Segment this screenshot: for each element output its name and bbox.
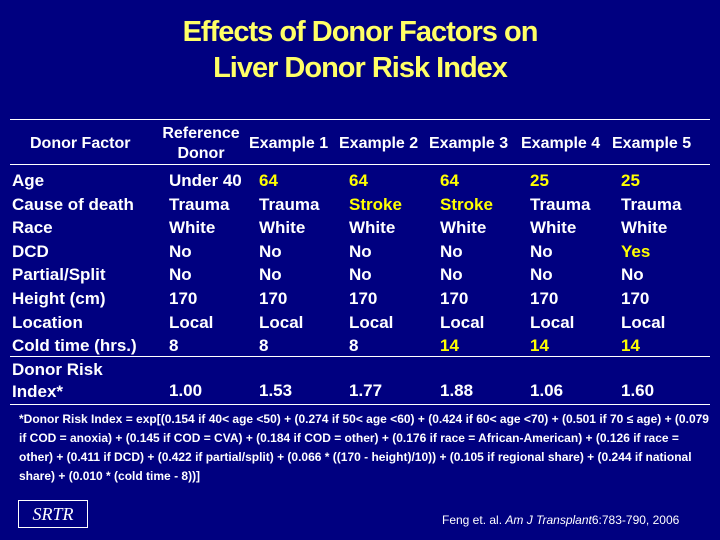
row-label: Height (cm) [12,289,106,308]
slide-title: Effects of Donor Factors on Liver Donor … [0,14,720,86]
risk-index-ref: 1.00 [169,381,203,400]
row-label: Partial/Split [12,265,106,285]
row-example-4: 170 [530,289,559,308]
row-example-2: No [349,265,372,285]
row-label: Location [12,312,83,332]
risk-index-formula: *Donor Risk Index = exp[(0.154 if 40< ag… [19,412,709,483]
row-example-4: No [530,241,553,261]
header-reference-donor: Reference Donor [160,124,242,164]
row-example-1: No [259,241,282,261]
title-line-1: Effects of Donor Factors on [182,16,539,48]
row-example-3: 64 [440,171,459,190]
row-example-4: 25 [530,171,549,190]
row-example-2: No [349,241,372,261]
row-example-5: 170 [621,289,650,308]
row-example-2: White [349,218,396,238]
row-example-5: White [621,218,668,238]
row-example-4: 14 [530,336,549,356]
row-example-5: 14 [621,336,640,356]
header-reference-line2: Donor [177,145,225,162]
header-example-4: Example 4 [521,135,601,152]
header-example-2: Example 2 [339,135,419,152]
row-example-5: Yes [621,241,651,261]
row-example-5: Trauma [621,194,682,214]
header-reference-line1: Reference [162,125,240,142]
title-line-2: Liver Donor Risk Index [213,52,508,84]
row-example-1: Local [259,312,304,332]
row-example-2: Stroke [349,194,402,214]
row-example-4: Trauma [530,194,591,214]
row-reference: Local [169,312,214,332]
row-example-2: 8 [349,336,359,356]
row-label: Cold time (hrs.) [12,336,137,356]
row-reference: 8 [169,336,179,356]
row-example-2: 64 [349,171,368,190]
row-example-3: Local [440,312,485,332]
risk-index-label: Donor Risk Index* [12,359,103,403]
row-label: Race [12,218,53,238]
row-example-1: White [259,218,306,238]
bottom-rule [10,404,710,405]
header-donor-factor: Donor Factor [30,135,131,152]
row-example-3: Stroke [440,194,493,214]
row-example-2: Local [349,312,394,332]
header-example-3: Example 3 [429,135,509,152]
risk-index-ex5: 1.60 [621,381,655,400]
header-example-1: Example 1 [249,135,329,152]
row-reference: No [169,241,192,261]
risk-rule [10,356,710,357]
citation-journal: Am J Transplant [505,513,592,527]
risk-index-label-line2: Index* [12,382,64,401]
header-rule [10,164,710,165]
row-reference: White [169,218,216,238]
row-example-4: Local [530,312,575,332]
citation-authors: Feng et. al. [442,513,503,527]
citation: Feng et. al. Am J Transplant6:783-790, 2… [442,513,679,527]
risk-index-label-line1: Donor Risk [12,360,103,379]
row-example-5: No [621,265,644,285]
row-example-3: 170 [440,289,469,308]
row-reference: Under 40 [169,171,242,190]
risk-index-ex1: 1.53 [259,381,293,400]
row-reference: Trauma [169,194,230,214]
top-rule [10,119,710,120]
row-example-2: 170 [349,289,378,308]
risk-index-ex3: 1.88 [440,381,474,400]
citation-ref: 6:783-790, 2006 [591,513,680,527]
row-example-1: 8 [259,336,269,356]
risk-index-ex4: 1.06 [530,381,564,400]
row-example-1: Trauma [259,194,320,214]
row-example-1: 170 [259,289,288,308]
risk-index-ex2: 1.77 [349,381,383,400]
row-example-1: 64 [259,171,278,190]
row-example-1: No [259,265,282,285]
row-example-3: White [440,218,487,238]
row-example-3: No [440,265,463,285]
row-example-4: White [530,218,577,238]
row-example-3: No [440,241,463,261]
header-example-5: Example 5 [612,135,692,152]
row-label: DCD [12,241,49,261]
row-label: Cause of death [12,194,134,214]
row-label: Age [12,171,45,190]
row-reference: No [169,265,192,285]
row-reference: 170 [169,289,198,308]
row-example-4: No [530,265,553,285]
row-example-5: 25 [621,171,640,190]
srtr-logo: SRTR [18,500,88,528]
row-example-5: Local [621,312,666,332]
row-example-3: 14 [440,336,459,356]
